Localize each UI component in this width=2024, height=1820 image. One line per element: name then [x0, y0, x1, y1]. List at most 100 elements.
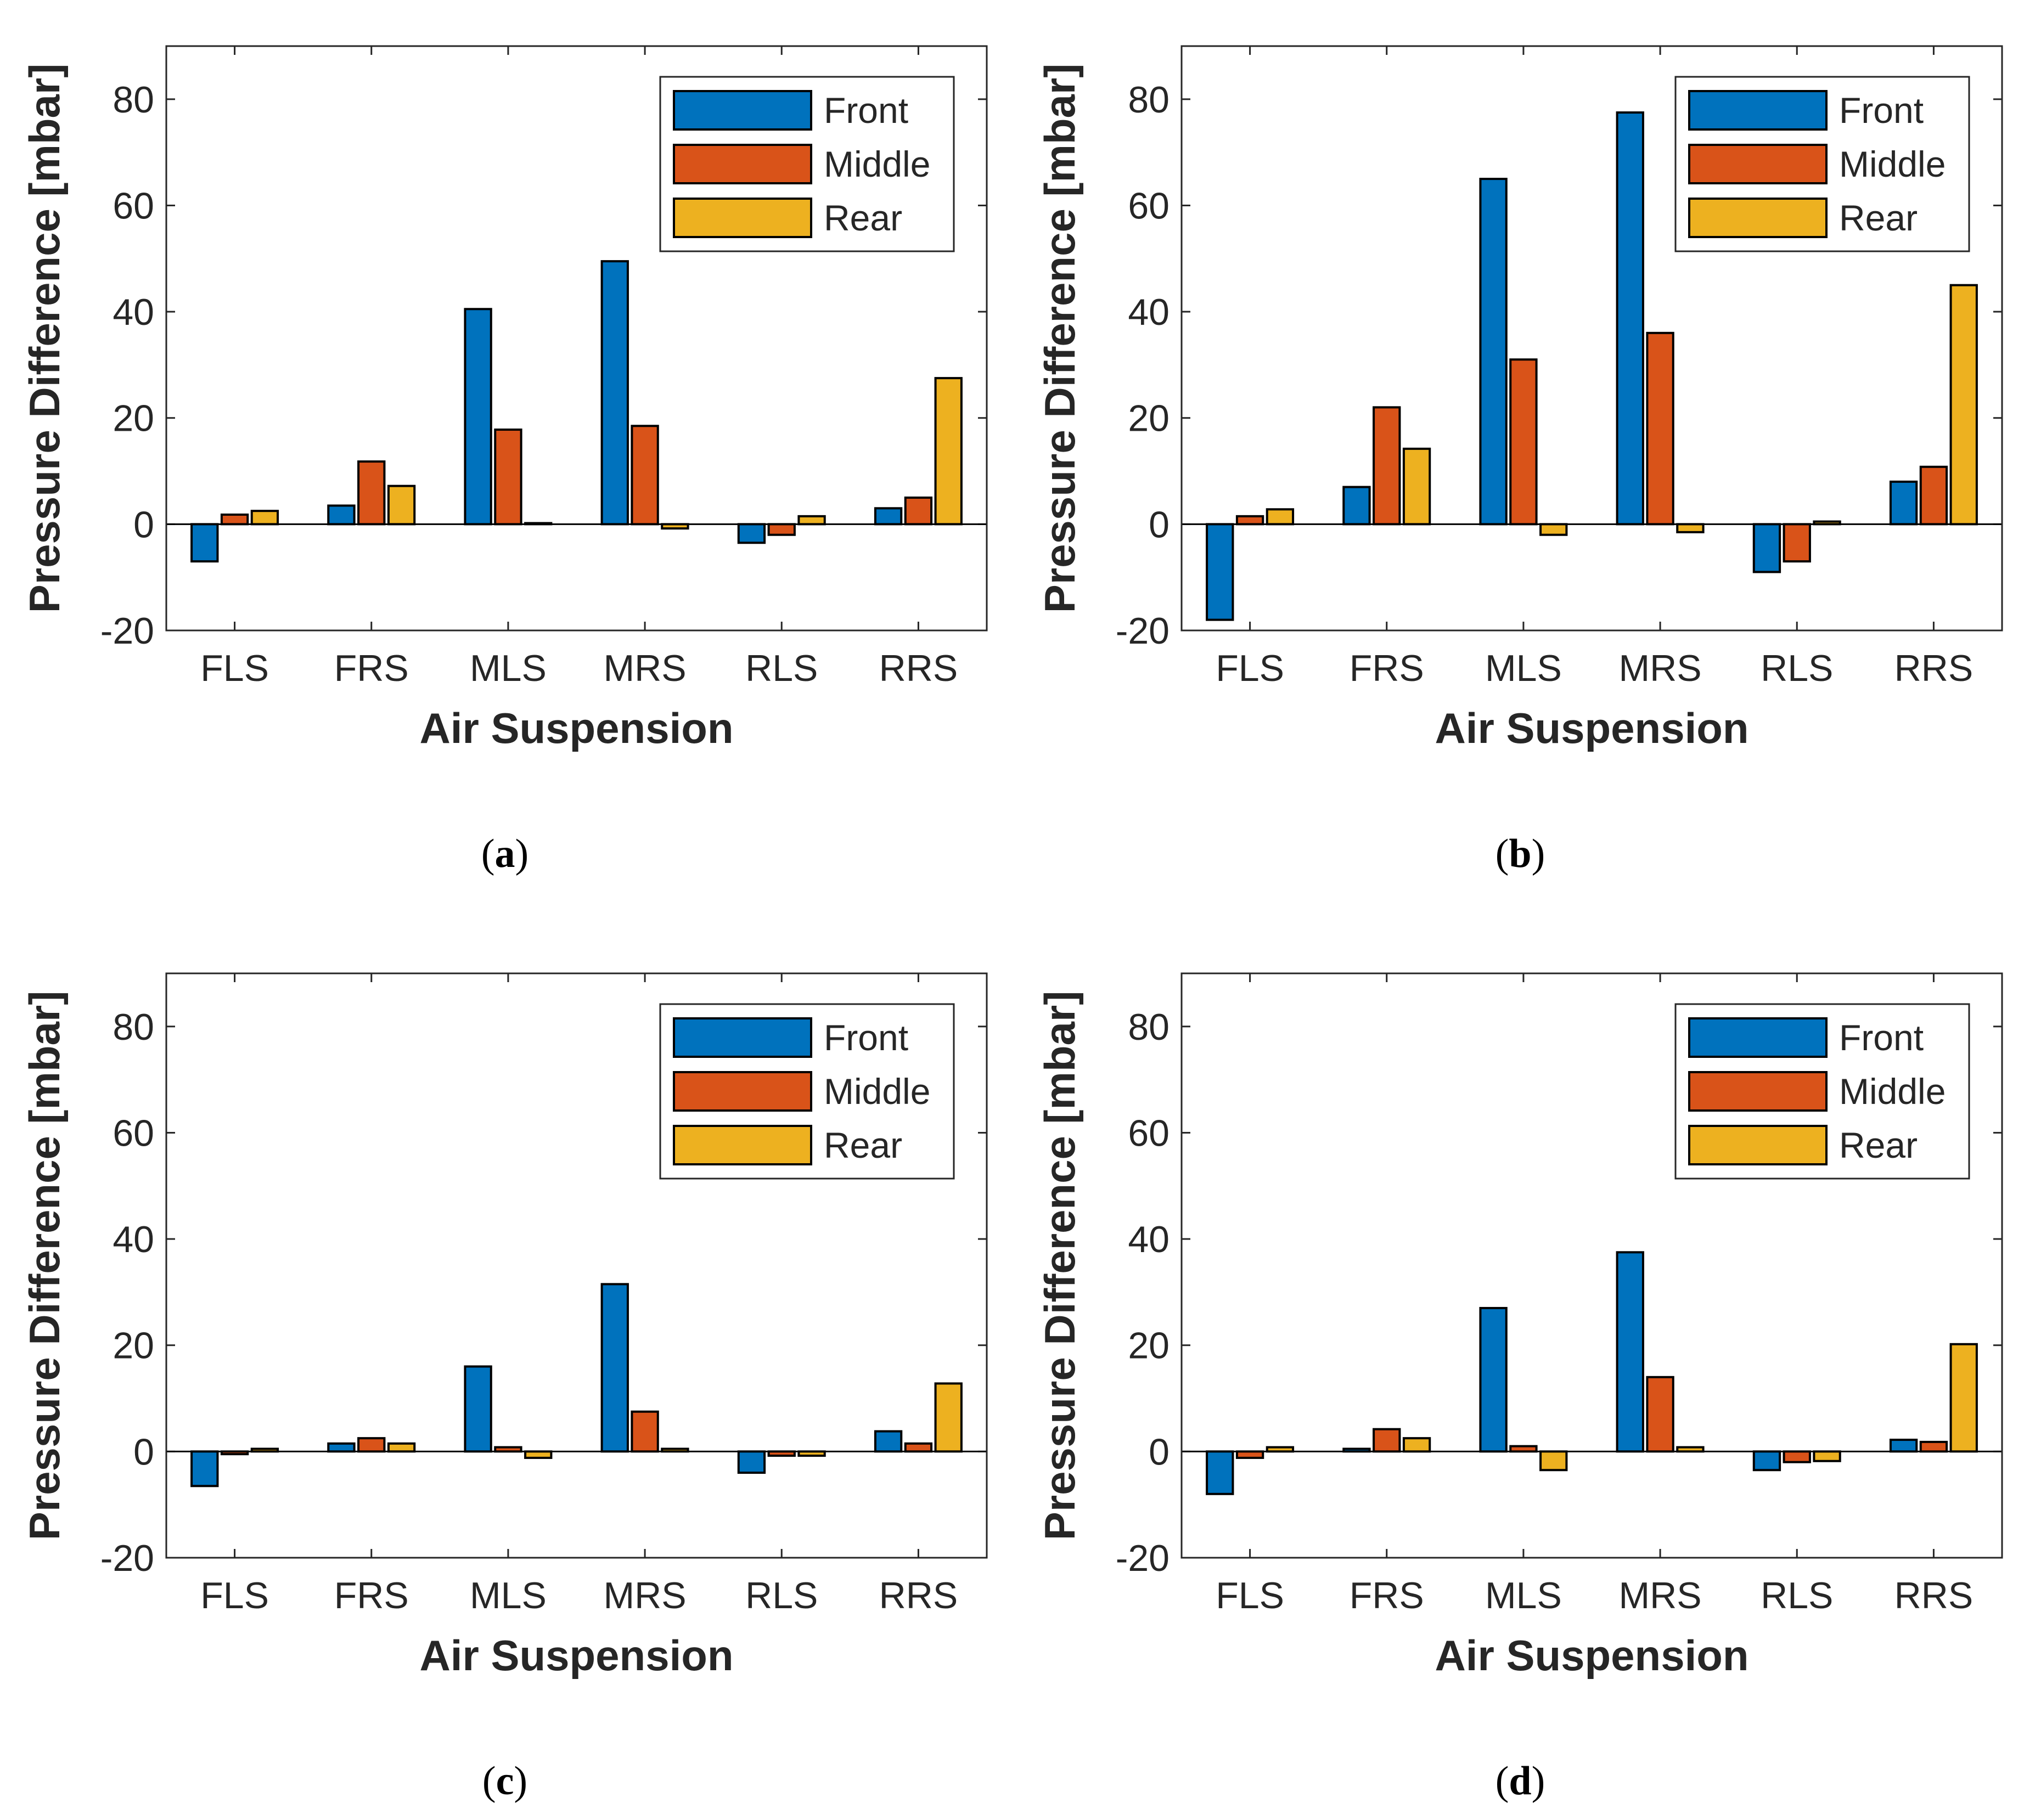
- bar-rear-rrs: [934, 377, 963, 526]
- y-axis-title: Pressure Difference [mbar]: [1036, 991, 1084, 1540]
- x-tick-label: RRS: [879, 647, 958, 689]
- bar-front-mls: [1479, 1306, 1508, 1453]
- y-tick-label: 60: [113, 185, 154, 227]
- chart-panel-a: -20 0 20 40 60 80 FLS FRS MLS MRS RLS RRS Front Middl…: [20, 45, 988, 876]
- bar-rear-rrs: [934, 1382, 963, 1453]
- bar-front-frs: [327, 1442, 356, 1453]
- bar-front-fls: [1206, 523, 1234, 621]
- legend: Front Middle Rear: [1674, 76, 1970, 252]
- bar-front-mls: [464, 1365, 492, 1453]
- y-axis-title: Pressure Difference [mbar]: [20, 991, 69, 1540]
- y-tick-label: -20: [100, 610, 154, 652]
- bar-middle-rls: [767, 523, 796, 536]
- legend-label-rear: Rear: [1839, 198, 1918, 238]
- bar-middle-frs: [357, 1437, 386, 1453]
- y-tick-label: 80: [1128, 1006, 1170, 1048]
- bar-rear-rls: [1813, 1450, 1841, 1462]
- bar-front-mrs: [600, 1283, 629, 1453]
- y-axis-title: Pressure Difference [mbar]: [1036, 64, 1084, 613]
- bar-front-mls: [1479, 178, 1508, 526]
- y-tick-label: 0: [1149, 1431, 1170, 1473]
- x-tick-label: FLS: [1216, 647, 1284, 689]
- bar-front-fls: [1206, 1450, 1234, 1495]
- x-tick-label: RRS: [1894, 1575, 1974, 1616]
- x-axis-title: Air Suspension: [419, 1631, 733, 1680]
- y-tick-label: 60: [113, 1112, 154, 1154]
- y-tick-label: 80: [113, 1006, 154, 1048]
- bar-middle-rls: [1783, 1450, 1811, 1463]
- bar-middle-rls: [1783, 523, 1811, 563]
- bar-front-mrs: [600, 260, 629, 526]
- chart-panel-c: -20 0 20 40 60 80 FLS FRS MLS MRS RLS RRS Front Middl…: [20, 972, 988, 1804]
- legend-swatch-rear: [1688, 1125, 1828, 1165]
- y-tick-label: 0: [1149, 504, 1170, 545]
- legend-swatch-middle: [673, 1071, 812, 1112]
- bar-front-mls: [464, 308, 492, 526]
- bar-rear-mls: [1539, 1450, 1568, 1472]
- bar-front-rls: [1752, 523, 1781, 573]
- bar-middle-rrs: [1919, 465, 1948, 526]
- x-tick-label: FRS: [1350, 1575, 1424, 1616]
- axes-frame: [165, 972, 988, 1559]
- bar-middle-frs: [1373, 1428, 1401, 1453]
- bar-middle-mrs: [631, 425, 659, 526]
- x-tick-label: MLS: [470, 647, 547, 689]
- y-tick-label: 80: [113, 79, 154, 121]
- bar-rear-fls: [250, 510, 279, 526]
- x-tick-label: MLS: [1485, 647, 1562, 689]
- y-tick-label: 0: [133, 504, 154, 545]
- legend-label-middle: Middle: [824, 1071, 930, 1112]
- y-tick-label: 20: [1128, 398, 1170, 439]
- x-tick-label: RLS: [745, 1575, 818, 1616]
- x-tick-label: MLS: [1485, 1575, 1562, 1616]
- bar-middle-rrs: [904, 1442, 933, 1453]
- x-tick-label: MRS: [604, 1575, 687, 1616]
- bar-middle-mls: [1509, 358, 1538, 526]
- x-tick-label: FRS: [334, 1575, 409, 1616]
- y-tick-label: 60: [1128, 185, 1170, 227]
- bar-front-frs: [327, 504, 356, 526]
- legend-swatch-middle: [1688, 144, 1828, 184]
- legend-swatch-rear: [1688, 198, 1828, 238]
- legend-label-middle: Middle: [1839, 144, 1946, 184]
- bar-middle-mls: [494, 429, 522, 526]
- bar-rear-mrs: [1676, 523, 1705, 533]
- axes-frame: [165, 45, 988, 632]
- bar-front-rrs: [1889, 1439, 1918, 1453]
- x-tick-label: RLS: [1761, 1575, 1833, 1616]
- bar-rear-fls: [1266, 508, 1295, 526]
- bar-rear-rls: [797, 515, 826, 526]
- bar-rear-frs: [1402, 1437, 1431, 1453]
- x-tick-label: FLS: [200, 647, 269, 689]
- y-tick-label: 40: [113, 1219, 154, 1260]
- panel-caption: (c): [482, 1759, 527, 1804]
- x-tick-label: MLS: [470, 1575, 547, 1616]
- bar-front-fls: [190, 523, 219, 563]
- legend-label-rear: Rear: [824, 198, 902, 238]
- chart-panel-d: -20 0 20 40 60 80 FLS FRS MLS MRS RLS RRS Front Middl…: [1036, 972, 2003, 1804]
- bar-front-fls: [190, 1450, 219, 1487]
- x-axis-title: Air Suspension: [1435, 704, 1748, 752]
- x-tick-label: FRS: [1350, 647, 1424, 689]
- x-tick-label: RRS: [879, 1575, 958, 1616]
- x-tick-label: FLS: [200, 1575, 269, 1616]
- bar-middle-fls: [1235, 515, 1264, 526]
- x-tick-label: RLS: [745, 647, 818, 689]
- bar-front-mrs: [1616, 111, 1644, 526]
- chart-panel-b: -20 0 20 40 60 80 FLS FRS MLS MRS RLS RRS Front Middl…: [1036, 45, 2003, 876]
- legend-label-middle: Middle: [1839, 1071, 1946, 1112]
- axes-frame: [1180, 972, 2003, 1559]
- bar-middle-frs: [1373, 406, 1401, 526]
- y-tick-label: 40: [1128, 291, 1170, 333]
- y-tick-label: 80: [1128, 79, 1170, 121]
- bar-middle-mrs: [1646, 1376, 1674, 1453]
- axes-frame: [1180, 45, 2003, 632]
- bar-middle-frs: [357, 460, 386, 526]
- legend-swatch-front: [1688, 1017, 1828, 1058]
- legend-label-rear: Rear: [824, 1125, 902, 1165]
- y-tick-label: 20: [113, 1325, 154, 1367]
- legend-swatch-middle: [1688, 1071, 1828, 1112]
- legend: Front Middle Rear: [659, 76, 955, 252]
- bar-front-rls: [737, 1450, 766, 1474]
